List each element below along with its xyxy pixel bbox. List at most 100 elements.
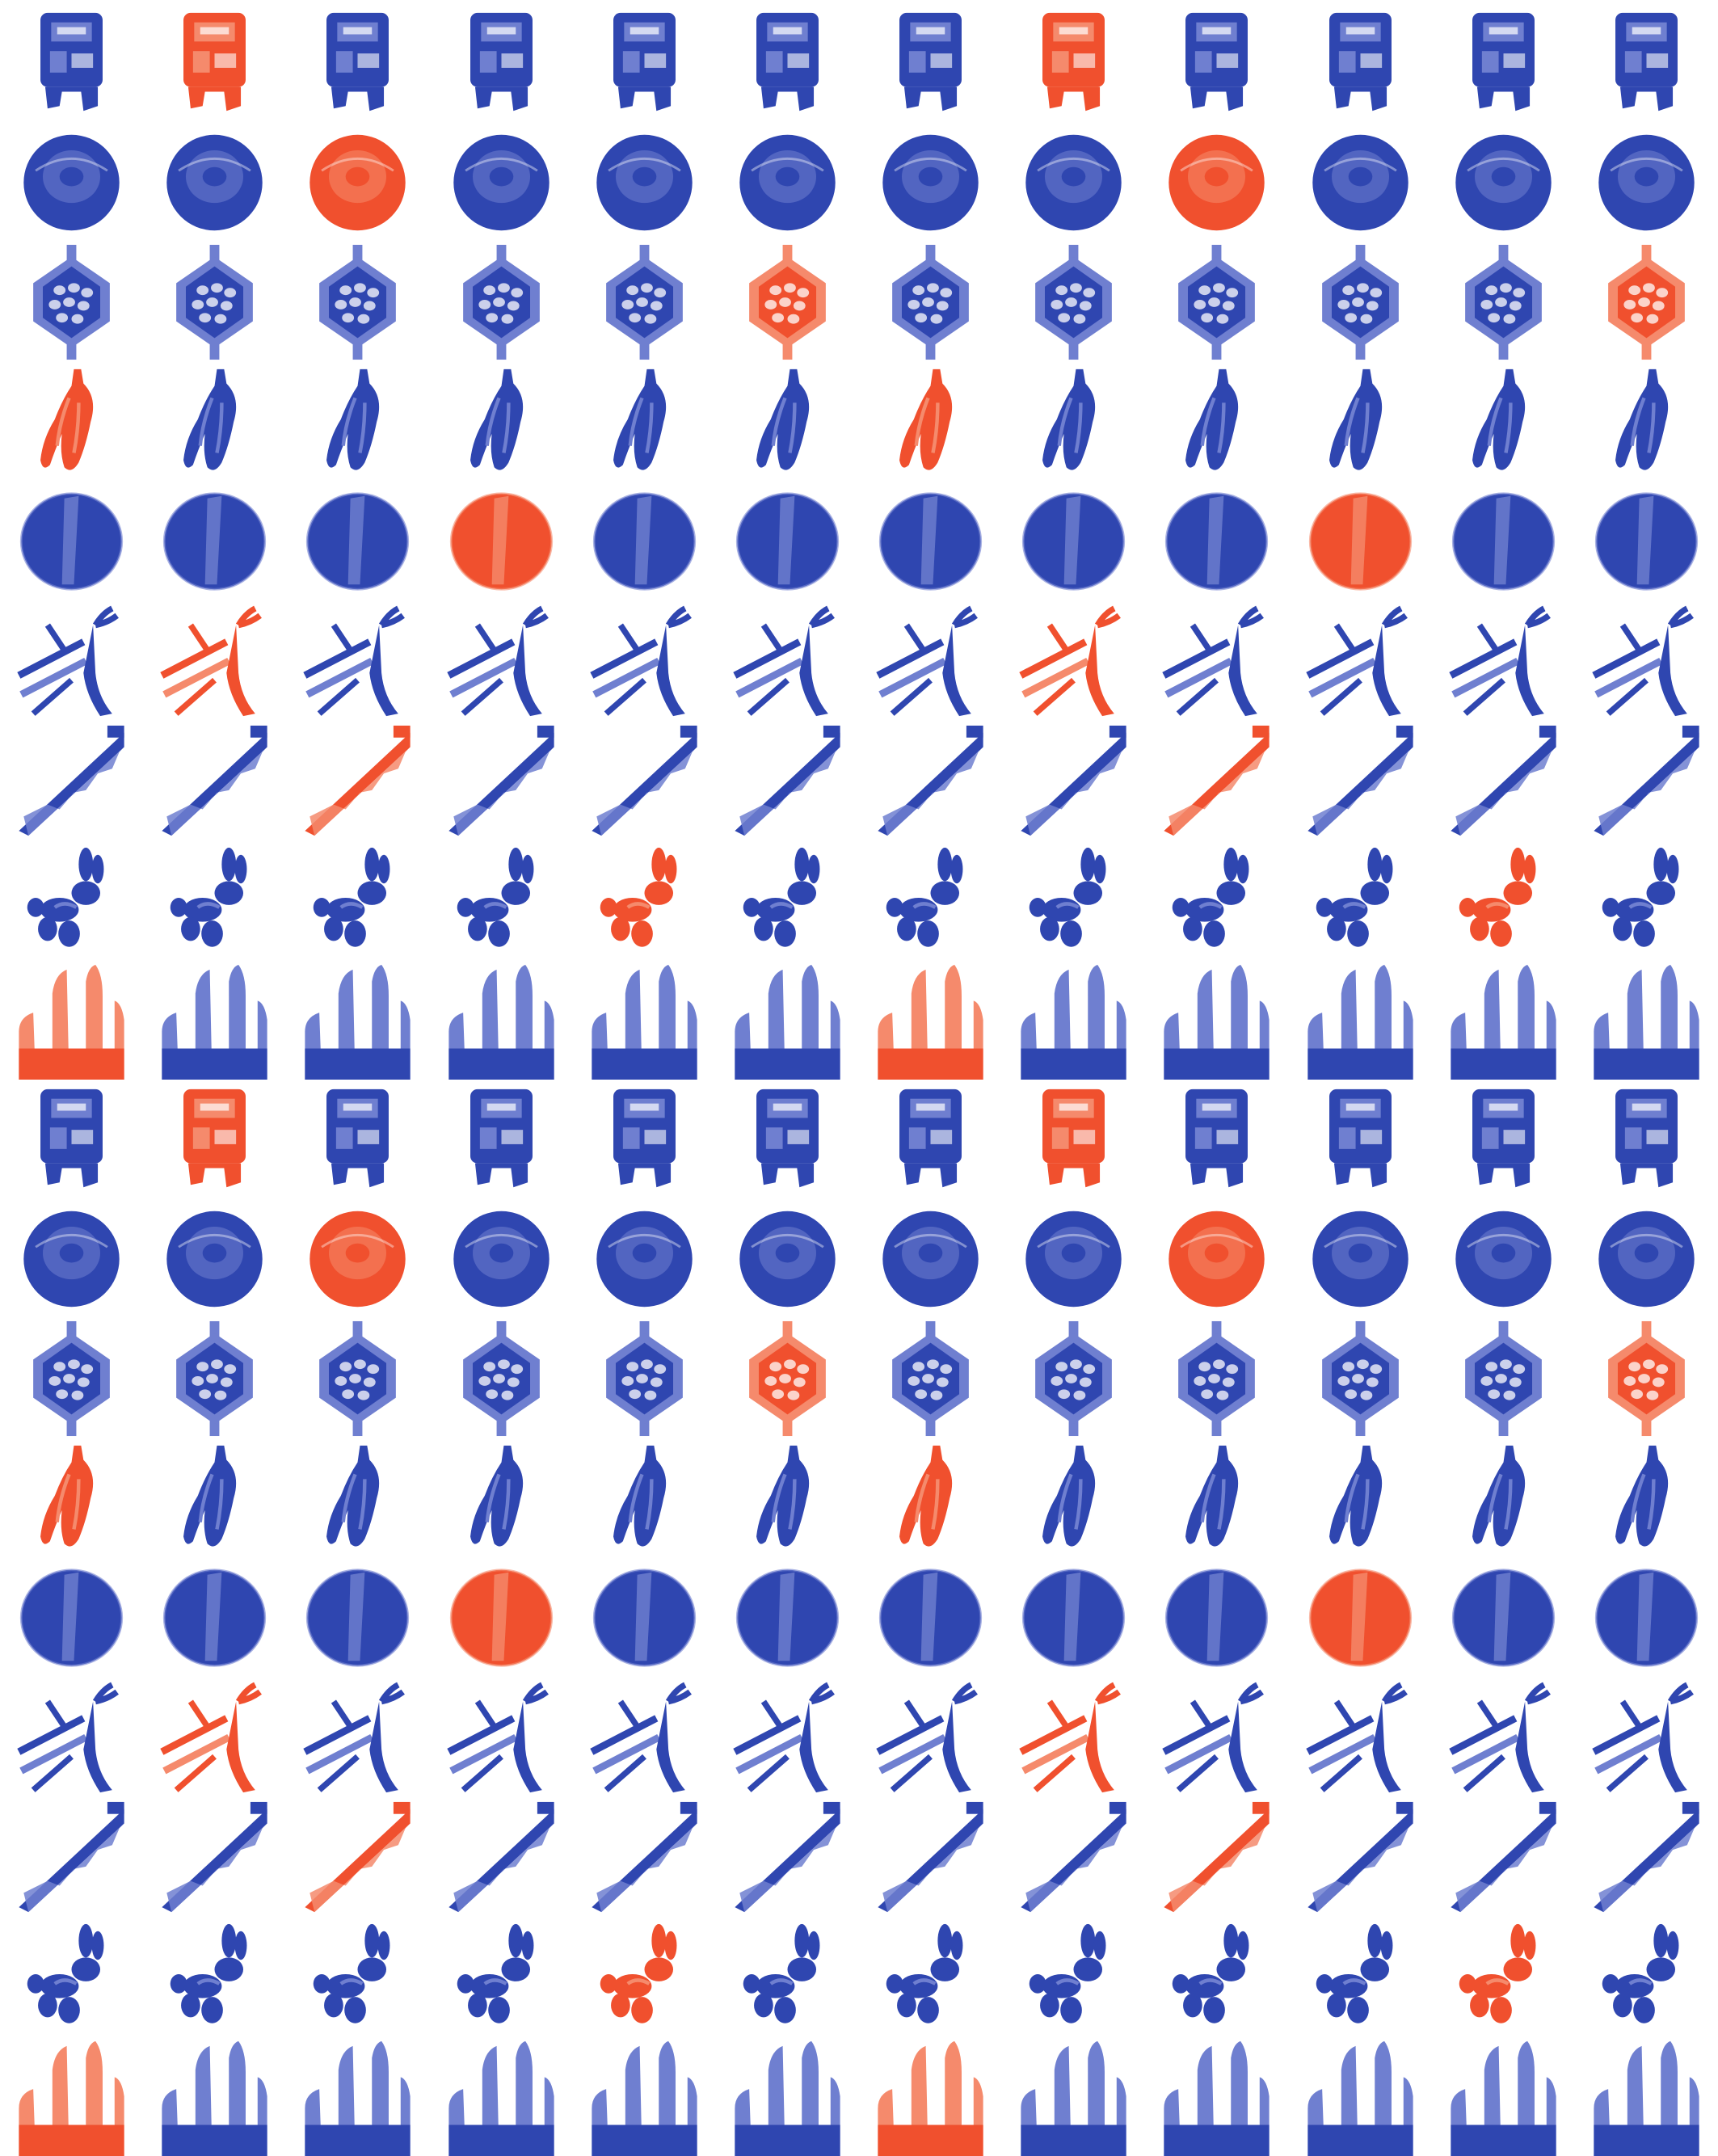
sign-box-icon — [859, 3, 1002, 123]
round-plate-icon — [1575, 482, 1718, 601]
stair-ramp-icon — [286, 721, 429, 840]
branch-scissors-icon — [1145, 1678, 1288, 1797]
round-plate-icon — [286, 482, 429, 601]
branch-scissors-icon — [430, 601, 573, 721]
branch-scissors-icon — [143, 601, 286, 721]
branch-scissors-icon — [0, 1678, 143, 1797]
dish-disc-icon — [716, 123, 859, 242]
dish-disc-icon — [1145, 123, 1288, 242]
hex-mesh-icon — [286, 242, 429, 362]
stair-ramp-icon — [0, 721, 143, 840]
dish-disc-icon — [1002, 1199, 1145, 1319]
branch-scissors-icon — [430, 1678, 573, 1797]
hex-mesh-icon — [1002, 1319, 1145, 1438]
fence-posts-icon — [143, 2036, 286, 2156]
stair-ramp-icon — [573, 721, 716, 840]
banana-bunch-icon — [573, 362, 716, 482]
hex-mesh-icon — [430, 1319, 573, 1438]
branch-scissors-icon — [1002, 601, 1145, 721]
fence-posts-icon — [1002, 2036, 1145, 2156]
round-plate-icon — [1145, 482, 1288, 601]
balloon-dog-icon — [859, 840, 1002, 960]
sign-box-icon — [430, 1080, 573, 1199]
round-plate-icon — [1289, 482, 1432, 601]
balloon-dog-icon — [1002, 1917, 1145, 2036]
stair-ramp-icon — [859, 721, 1002, 840]
branch-scissors-icon — [1145, 601, 1288, 721]
banana-bunch-icon — [1002, 1438, 1145, 1558]
sign-box-icon — [859, 1080, 1002, 1199]
branch-scissors-icon — [1289, 601, 1432, 721]
stair-ramp-icon — [0, 1797, 143, 1917]
balloon-dog-icon — [1289, 1917, 1432, 2036]
stair-ramp-icon — [859, 1797, 1002, 1917]
sign-box-icon — [143, 3, 286, 123]
banana-bunch-icon — [1002, 362, 1145, 482]
stair-ramp-icon — [1432, 721, 1575, 840]
round-plate-icon — [716, 482, 859, 601]
dish-disc-icon — [573, 123, 716, 242]
stair-ramp-icon — [716, 721, 859, 840]
stair-ramp-icon — [286, 1797, 429, 1917]
branch-scissors-icon — [859, 601, 1002, 721]
branch-scissors-icon — [286, 1678, 429, 1797]
hex-mesh-icon — [1145, 1319, 1288, 1438]
sign-box-icon — [573, 3, 716, 123]
fence-posts-icon — [430, 2036, 573, 2156]
balloon-dog-icon — [286, 1917, 429, 2036]
stair-ramp-icon — [1432, 1797, 1575, 1917]
fence-posts-icon — [716, 2036, 859, 2156]
round-plate-icon — [1002, 1558, 1145, 1678]
hex-mesh-icon — [573, 242, 716, 362]
stair-ramp-icon — [1002, 1797, 1145, 1917]
branch-scissors-icon — [1575, 1678, 1718, 1797]
balloon-dog-icon — [716, 1917, 859, 2036]
round-plate-icon — [859, 1558, 1002, 1678]
dish-disc-icon — [286, 1199, 429, 1319]
hex-mesh-icon — [859, 1319, 1002, 1438]
branch-scissors-icon — [1432, 1678, 1575, 1797]
round-plate-icon — [0, 482, 143, 601]
hex-mesh-icon — [1575, 1319, 1718, 1438]
sign-box-icon — [1145, 3, 1288, 123]
round-plate-icon — [286, 1558, 429, 1678]
fence-posts-icon — [859, 960, 1002, 1080]
banana-bunch-icon — [0, 362, 143, 482]
dish-disc-icon — [1002, 123, 1145, 242]
dish-disc-icon — [0, 1199, 143, 1319]
banana-bunch-icon — [430, 362, 573, 482]
fence-posts-icon — [1575, 960, 1718, 1080]
banana-bunch-icon — [1145, 1438, 1288, 1558]
round-plate-icon — [573, 482, 716, 601]
fence-posts-icon — [1432, 960, 1575, 1080]
balloon-dog-icon — [1002, 840, 1145, 960]
sign-box-icon — [573, 1080, 716, 1199]
fence-posts-icon — [716, 960, 859, 1080]
stair-ramp-icon — [430, 721, 573, 840]
dish-disc-icon — [1145, 1199, 1288, 1319]
balloon-dog-icon — [143, 1917, 286, 2036]
fence-posts-icon — [859, 2036, 1002, 2156]
banana-bunch-icon — [0, 1438, 143, 1558]
balloon-dog-icon — [143, 840, 286, 960]
hex-mesh-icon — [0, 1319, 143, 1438]
hex-mesh-icon — [716, 1319, 859, 1438]
balloon-dog-icon — [0, 840, 143, 960]
fence-posts-icon — [1145, 2036, 1288, 2156]
sign-box-icon — [1289, 1080, 1432, 1199]
branch-scissors-icon — [859, 1678, 1002, 1797]
sign-box-icon — [1432, 3, 1575, 123]
dish-disc-icon — [859, 1199, 1002, 1319]
balloon-dog-icon — [286, 840, 429, 960]
hex-mesh-icon — [573, 1319, 716, 1438]
dish-disc-icon — [1432, 1199, 1575, 1319]
dish-disc-icon — [573, 1199, 716, 1319]
balloon-dog-icon — [573, 1917, 716, 2036]
round-plate-icon — [143, 482, 286, 601]
round-plate-icon — [1289, 1558, 1432, 1678]
sign-box-icon — [143, 1080, 286, 1199]
fence-posts-icon — [1432, 2036, 1575, 2156]
fence-posts-icon — [573, 960, 716, 1080]
stair-ramp-icon — [1002, 721, 1145, 840]
